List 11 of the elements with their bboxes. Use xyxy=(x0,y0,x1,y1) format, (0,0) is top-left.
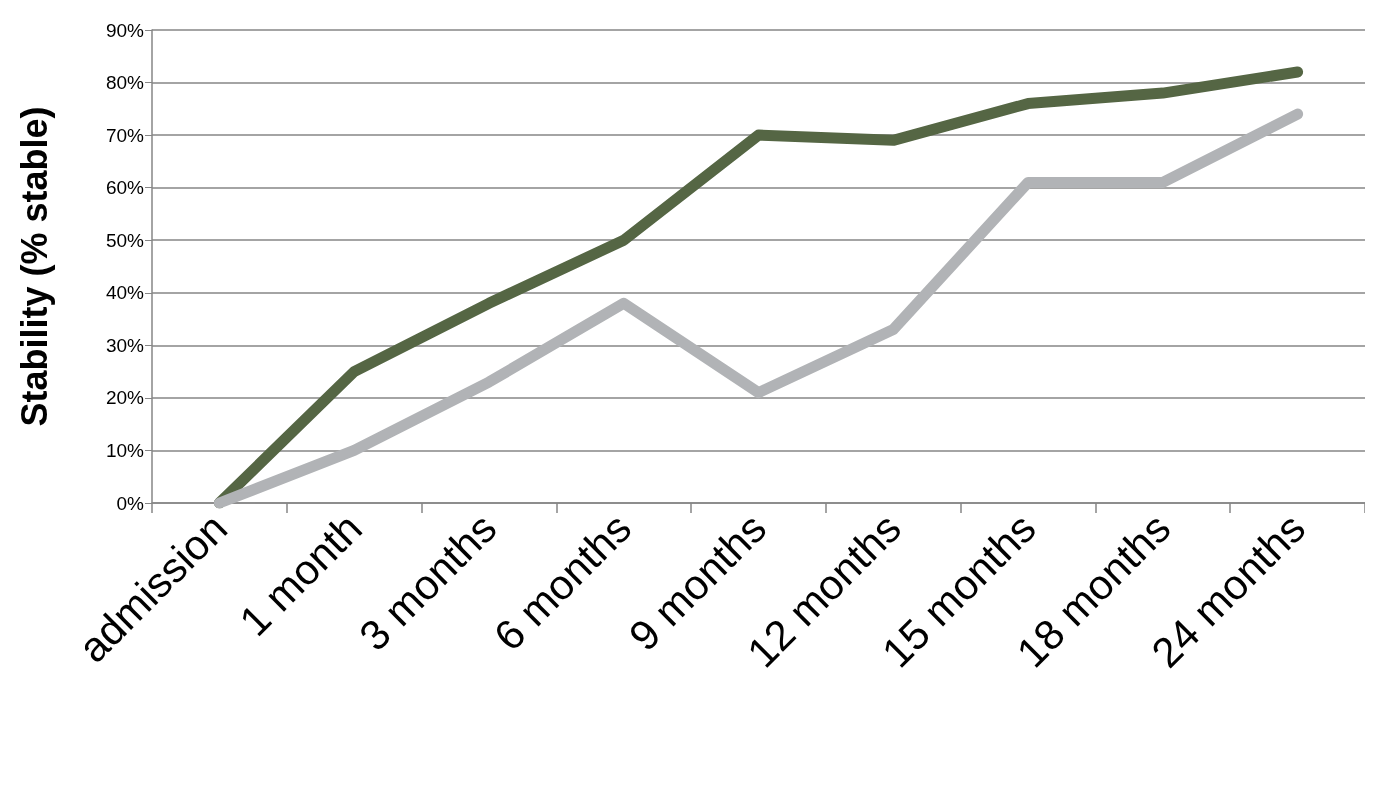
y-axis-title: Stability (% stable) xyxy=(13,106,55,427)
y-tick-label: 30% xyxy=(105,334,145,356)
y-tick-label: 20% xyxy=(105,387,145,409)
y-tick-label: 50% xyxy=(105,229,145,251)
y-tick-label: 80% xyxy=(105,72,145,94)
y-tick-label: 0% xyxy=(116,492,145,514)
y-tick-label: 40% xyxy=(105,282,145,304)
y-tick-label: 70% xyxy=(105,124,145,146)
y-tick-label: 90% xyxy=(105,19,145,41)
y-tick-label: 60% xyxy=(105,177,145,199)
y-tick-label: 10% xyxy=(105,439,145,461)
